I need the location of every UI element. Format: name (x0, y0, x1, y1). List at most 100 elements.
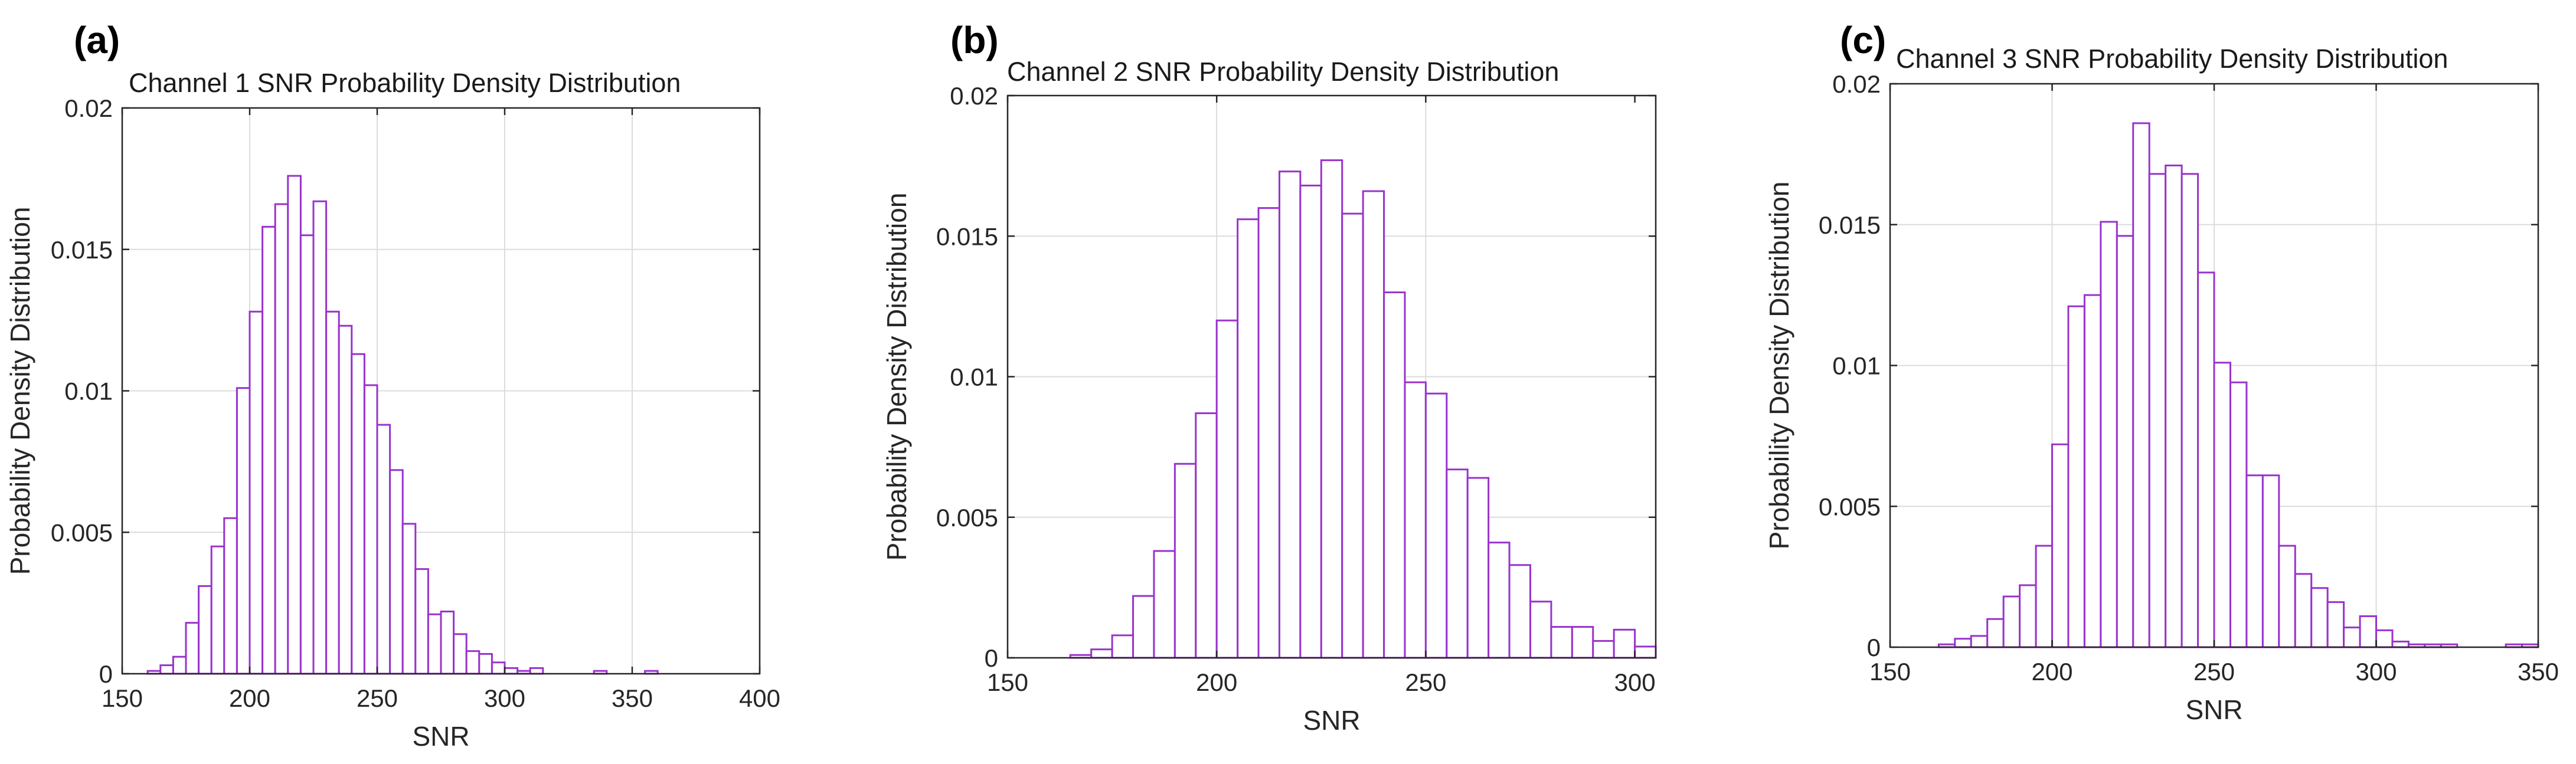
histogram-bar (159, 664, 174, 675)
histogram-bar (2083, 294, 2102, 648)
histogram-bar (389, 469, 404, 675)
histogram-bar (1299, 184, 1322, 659)
histogram-bar (2002, 595, 2021, 648)
histogram-bar (2067, 305, 2085, 648)
x-tick-label: 250 (1405, 668, 1446, 696)
histogram-bar (2229, 381, 2248, 648)
x-tick-label: 300 (484, 684, 525, 712)
histogram-bar (338, 324, 353, 675)
histogram-bar (185, 622, 200, 675)
histogram-bar (1320, 159, 1343, 659)
histogram-bar (504, 667, 519, 675)
histogram-bar (1278, 170, 1302, 659)
y-tick-label: 0.015 (51, 236, 113, 264)
histogram-bar (1986, 618, 2005, 648)
histogram-bar (1424, 392, 1448, 659)
y-tick-label: 0.015 (936, 222, 998, 250)
x-tick-label: 150 (987, 668, 1028, 696)
y-tick-label: 0.01 (950, 363, 998, 391)
histogram-bar (453, 633, 468, 675)
y-tick-label: 0.005 (51, 519, 113, 546)
x-tick-label: 300 (1614, 668, 1656, 696)
histogram-bar (2197, 271, 2215, 648)
histogram-bar (1592, 640, 1615, 659)
x-axis-label: SNR (412, 721, 469, 752)
histogram-bar (1571, 626, 1594, 659)
y-tick-label: 0.005 (1819, 493, 1881, 520)
histogram-bar (2294, 573, 2313, 648)
histogram-bar (2261, 474, 2280, 648)
chart-title: Channel 1 SNR Probability Density Distri… (129, 68, 681, 98)
histogram-bar (363, 384, 378, 675)
y-tick-label: 0.02 (64, 94, 113, 122)
histogram-bar (1195, 412, 1218, 659)
x-tick-label: 300 (2355, 658, 2397, 686)
histogram-bar (261, 225, 276, 675)
histogram-bar (1404, 381, 1427, 659)
y-tick-label: 0 (985, 644, 998, 672)
histogram-bar (2359, 615, 2378, 648)
histogram-bar (1466, 477, 1490, 659)
y-tick-label: 0.005 (936, 504, 998, 532)
panel-label: (a) (74, 19, 120, 61)
histogram-bar (223, 517, 238, 675)
y-axis-label: Probability Density Distribution (1764, 182, 1794, 550)
histogram-bar (249, 310, 264, 675)
histogram-bar (1362, 190, 1385, 659)
histogram-bar (465, 650, 480, 675)
x-tick-label: 400 (739, 684, 780, 712)
panel-label: (b) (950, 19, 999, 61)
histogram-bar (2019, 584, 2037, 648)
x-tick-label: 250 (2193, 658, 2235, 686)
histogram-bar (2116, 235, 2134, 648)
x-axis-label: SNR (2185, 694, 2242, 725)
histogram-bar (1153, 550, 1176, 659)
histogram-bar (427, 613, 442, 675)
x-tick-label: 200 (1196, 668, 1237, 696)
histogram-bar (2326, 601, 2345, 648)
histogram-bar (1257, 207, 1280, 659)
panel-label: (c) (1840, 19, 1886, 61)
chart-title: Channel 2 SNR Probability Density Distri… (1007, 57, 1559, 87)
histogram-bar (287, 175, 302, 675)
histogram-bar (2375, 629, 2394, 648)
histogram-bar (2051, 443, 2070, 648)
x-tick-label: 250 (357, 684, 398, 712)
histogram-bar (351, 353, 365, 675)
x-tick-label: 350 (2518, 658, 2559, 686)
histogram-bar (529, 667, 544, 675)
y-tick-label: 0.02 (1832, 70, 1881, 98)
histogram-bar (236, 387, 251, 675)
histogram-bar (2245, 474, 2264, 648)
histogram-bar (1634, 645, 1657, 659)
x-tick-label: 350 (612, 684, 653, 712)
histogram-bar (414, 568, 429, 675)
histogram-bar (440, 611, 455, 675)
histogram-bar (1383, 291, 1406, 659)
histogram-bar (478, 652, 493, 675)
histogram-bar (198, 585, 213, 675)
histogram-bar (2181, 173, 2199, 648)
y-tick-label: 0.015 (1819, 211, 1881, 239)
histogram-bar (376, 424, 391, 675)
histogram-bar (172, 655, 187, 675)
histogram-bar (2391, 640, 2410, 648)
x-tick-label: 150 (1869, 658, 1911, 686)
histogram-bar (1446, 468, 1469, 659)
histogram-bar (401, 523, 417, 675)
histogram-bar (1341, 212, 1364, 659)
histogram-bar (2310, 587, 2329, 648)
y-tick-label: 0.01 (64, 378, 113, 405)
histogram-bar (1613, 628, 1636, 659)
chart-panel-3: 150 200 250 300 350 0 0.005 0.01 0.015 0.02 (c) Cha… (1764, 19, 2559, 725)
chart-panel-1: 150 200 250 300 350 400 0 0.005 0.01 0.015 0.02 (a)… (5, 19, 780, 752)
histogram-bar (2100, 221, 2118, 648)
y-axis-label: Probability Density Distribution (881, 193, 912, 561)
histogram-bar (1237, 218, 1260, 659)
x-tick-label: 200 (229, 684, 270, 712)
histogram-bar (1508, 564, 1531, 659)
y-tick-label: 0.02 (950, 82, 998, 110)
histogram-bar (1970, 635, 1989, 648)
histogram-bar (2343, 627, 2361, 648)
